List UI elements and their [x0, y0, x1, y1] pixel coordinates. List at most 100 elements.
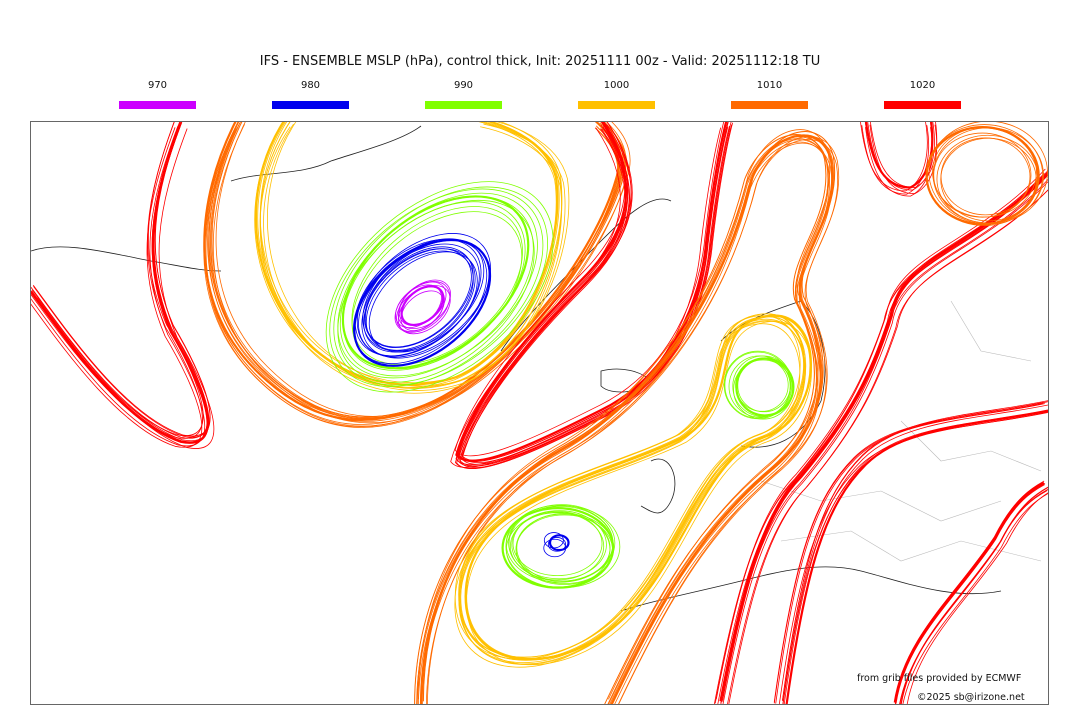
legend-swatch: [884, 101, 961, 109]
legend-item-980: 980: [272, 80, 349, 109]
isobar-990: [329, 188, 544, 387]
legend-label: 980: [300, 80, 321, 91]
chart-title: IFS - ENSEMBLE MSLP (hPa), control thick…: [259, 54, 821, 69]
isobar-1020-bundle: [31, 122, 215, 449]
copyright: ©2025 sb@irizone.net: [917, 692, 1025, 703]
isobar-1010: [427, 136, 840, 704]
isobar-1020: [460, 122, 732, 462]
legend-swatch: [578, 101, 655, 109]
isobar-1010: [416, 136, 829, 704]
coastlines: [31, 125, 1002, 612]
isobar-990: [325, 181, 554, 393]
legend-label: 1010: [756, 80, 783, 91]
isobar-1010: [932, 126, 1037, 218]
isobar-1020: [894, 480, 1045, 702]
isobar-980: [543, 538, 567, 558]
isobar-1020: [456, 128, 728, 470]
isobar-1000-bundle: [454, 313, 813, 668]
isobar-1020: [33, 122, 211, 438]
isobar-1010: [426, 139, 839, 704]
isobar-1020: [720, 169, 1048, 700]
legend-swatch: [425, 101, 502, 109]
isobar-1020: [893, 481, 1045, 703]
isobar-990: [737, 358, 791, 413]
map-panel: [30, 121, 1049, 705]
isobar-1020: [31, 122, 203, 439]
legend: 970 980 990 1000 1010 1020: [0, 80, 1080, 112]
isobar-1020: [455, 122, 728, 462]
legend-swatch: [272, 101, 349, 109]
isobar-1020: [722, 180, 1048, 704]
isobar-1010: [936, 134, 1039, 224]
isobar-990: [505, 505, 621, 589]
isobar-1020: [865, 122, 933, 188]
isobar-1020: [727, 189, 1048, 704]
isobar-1020: [869, 124, 938, 195]
isobar-1020: [720, 178, 1048, 704]
isobar-1000: [259, 126, 562, 394]
isobar-990: [735, 358, 789, 412]
isobar-1020: [778, 411, 1048, 704]
isobar-1000: [466, 314, 813, 659]
isobar-990: [509, 512, 605, 581]
isobar-990: [337, 199, 535, 383]
isobar-990: [724, 351, 792, 419]
legend-item-1020: 1020: [884, 80, 961, 109]
isobar-980: [548, 534, 570, 552]
legend-label: 1000: [603, 80, 630, 91]
isobar-1020: [714, 173, 1045, 704]
isobar-980-bundle: [543, 532, 570, 558]
isobar-990: [733, 359, 794, 420]
isobar-1020: [720, 171, 1048, 701]
isobar-990: [511, 510, 607, 580]
isobar-1020: [715, 168, 1046, 700]
isobar-1010: [210, 122, 626, 420]
isobar-1020: [454, 122, 725, 457]
isobar-1020: [36, 128, 215, 449]
isobar-980: [361, 239, 490, 359]
isobar-1020: [457, 122, 729, 461]
isobar-1010: [928, 122, 1048, 225]
isobar-980: [354, 238, 482, 357]
isobar-1020: [728, 189, 1048, 704]
isobar-1000-bundle: [254, 122, 570, 394]
legend-label: 970: [147, 80, 168, 91]
isobar-990: [351, 206, 523, 366]
isobar-970-bundle: [394, 279, 451, 335]
isobar-1020: [860, 122, 928, 192]
isobar-990: [516, 513, 611, 582]
isobar-1020: [31, 122, 208, 443]
isobar-1010: [423, 131, 836, 702]
isobar-1010: [418, 129, 831, 700]
isobar-1000: [254, 122, 559, 386]
isobar-1020-bundle: [450, 122, 734, 470]
isobar-1020: [773, 402, 1044, 703]
isobar-1000: [263, 123, 566, 391]
isobar-1010: [421, 134, 835, 704]
isobar-1020-bundle: [773, 400, 1048, 704]
isobar-1020-bundle: [860, 122, 938, 197]
legend-label: 1020: [909, 80, 936, 91]
isobar-990: [512, 511, 603, 577]
isobar-1020: [906, 492, 1048, 704]
isobar-1000: [260, 122, 563, 389]
isobar-970: [396, 286, 445, 332]
isobar-990: [508, 504, 616, 582]
isobar-1020: [462, 122, 734, 464]
isobar-1010-bundle: [925, 122, 1048, 226]
isobar-1000: [454, 323, 801, 668]
isobar-1020: [459, 125, 730, 467]
isobar-980: [365, 250, 474, 351]
isobar-1020: [899, 489, 1048, 704]
isobar-1020-bundle: [893, 480, 1048, 704]
isobar-990-bundle: [325, 181, 554, 393]
isobar-1020: [785, 409, 1048, 704]
isobar-1010: [418, 141, 830, 704]
legend-item-1000: 1000: [578, 80, 655, 109]
isobar-1020: [775, 403, 1045, 704]
legend-swatch: [119, 101, 196, 109]
source-credit: from grib files provided by ECMWF: [857, 673, 1022, 684]
isobar-1000: [254, 122, 557, 388]
isobar-1020: [31, 122, 209, 444]
legend-swatch: [731, 101, 808, 109]
